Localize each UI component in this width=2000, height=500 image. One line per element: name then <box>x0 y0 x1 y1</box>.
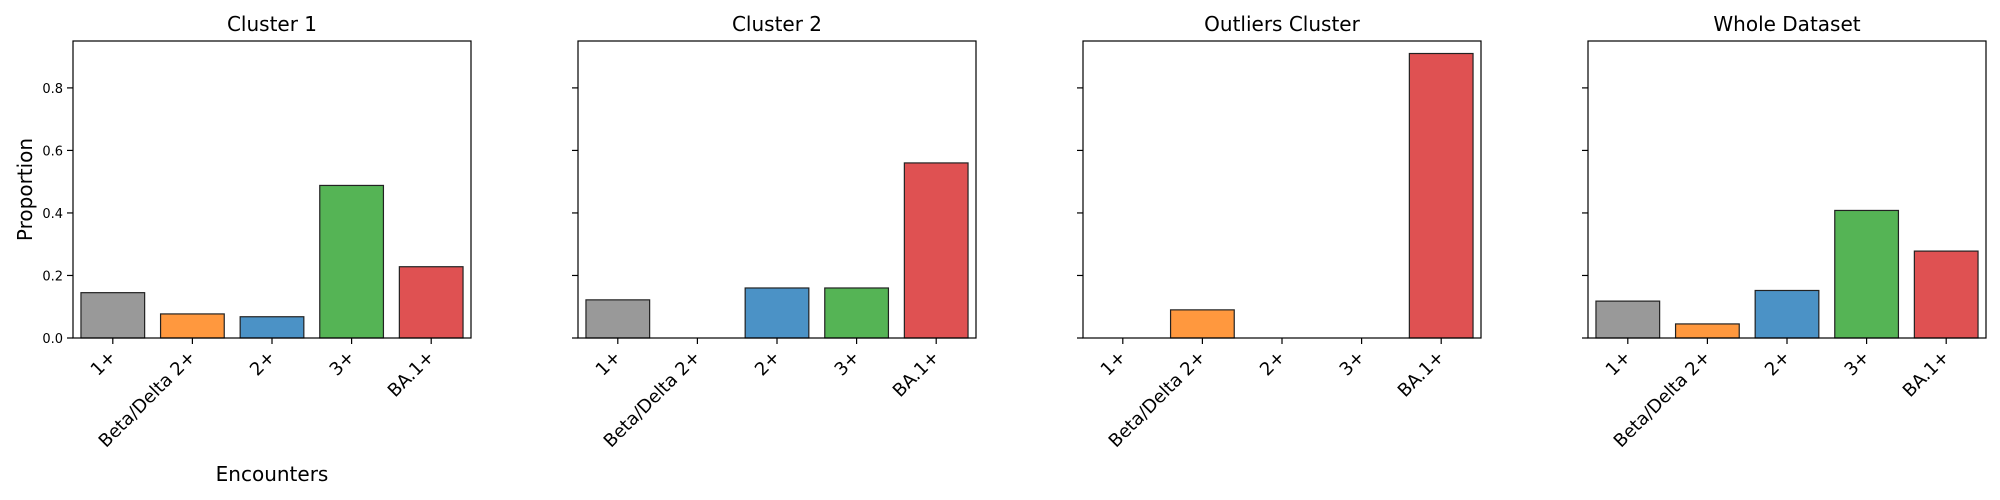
x-tick-label-3-5: BA.1+ <box>1394 347 1449 402</box>
bar-1-4 <box>319 184 385 339</box>
bar-2-4 <box>824 287 890 339</box>
bar-1-1 <box>80 292 146 339</box>
x-tick-label-1-5: BA.1+ <box>384 347 439 402</box>
x-tick-label-3-1: 1+ <box>1097 347 1131 381</box>
panel-title-2: Cluster 2 <box>732 12 822 36</box>
x-tick-label-1-3: 2+ <box>246 347 280 381</box>
x-tick-label-4-5: BA.1+ <box>1899 347 1954 402</box>
bar-1-2 <box>159 313 225 339</box>
y-tick-label-1-1: 0.2 <box>42 269 63 284</box>
panel-title-4: Whole Dataset <box>1713 12 1860 36</box>
x-tick-label-3-4: 3+ <box>1336 347 1370 381</box>
bar-3-2 <box>1169 309 1235 339</box>
x-tick-label-1-4: 3+ <box>326 347 360 381</box>
panel-title-3: Outliers Cluster <box>1204 12 1360 36</box>
plot-frame-1 <box>72 40 472 339</box>
x-tick-label-2-5: BA.1+ <box>889 347 944 402</box>
bar-2-5 <box>903 162 969 339</box>
y-tick-label-1-0: 0.0 <box>42 332 63 347</box>
panel-title-1: Cluster 1 <box>227 12 317 36</box>
x-tick-label-4-1: 1+ <box>1602 347 1636 381</box>
x-tick-label-2-3: 2+ <box>751 347 785 381</box>
x-axis-label-1: Encounters <box>216 462 329 486</box>
bar-2-3 <box>744 287 810 339</box>
x-tick-label-1-1: 1+ <box>87 347 121 381</box>
y-axis-label-1: Proportion <box>13 138 37 241</box>
plot-frame-2 <box>577 40 977 339</box>
bar-1-3 <box>239 316 305 339</box>
bar-2-1 <box>585 299 651 339</box>
y-tick-label-1-3: 0.6 <box>42 144 63 159</box>
plot-frame-4 <box>1587 40 1987 339</box>
x-tick-label-4-3: 2+ <box>1761 347 1795 381</box>
y-tick-label-1-4: 0.8 <box>42 82 63 97</box>
bar-4-2 <box>1674 323 1740 339</box>
x-tick-label-3-3: 2+ <box>1256 347 1290 381</box>
x-tick-label-2-4: 3+ <box>831 347 865 381</box>
bar-4-1 <box>1595 300 1661 339</box>
bar-4-4 <box>1834 209 1900 339</box>
bar-4-3 <box>1754 289 1820 339</box>
x-tick-label-4-4: 3+ <box>1841 347 1875 381</box>
x-tick-label-2-1: 1+ <box>592 347 626 381</box>
bar-1-5 <box>398 266 464 339</box>
bar-4-5 <box>1913 250 1979 339</box>
bar-3-5 <box>1408 52 1474 339</box>
plot-frame-3 <box>1082 40 1482 339</box>
y-tick-label-1-2: 0.4 <box>42 207 63 222</box>
